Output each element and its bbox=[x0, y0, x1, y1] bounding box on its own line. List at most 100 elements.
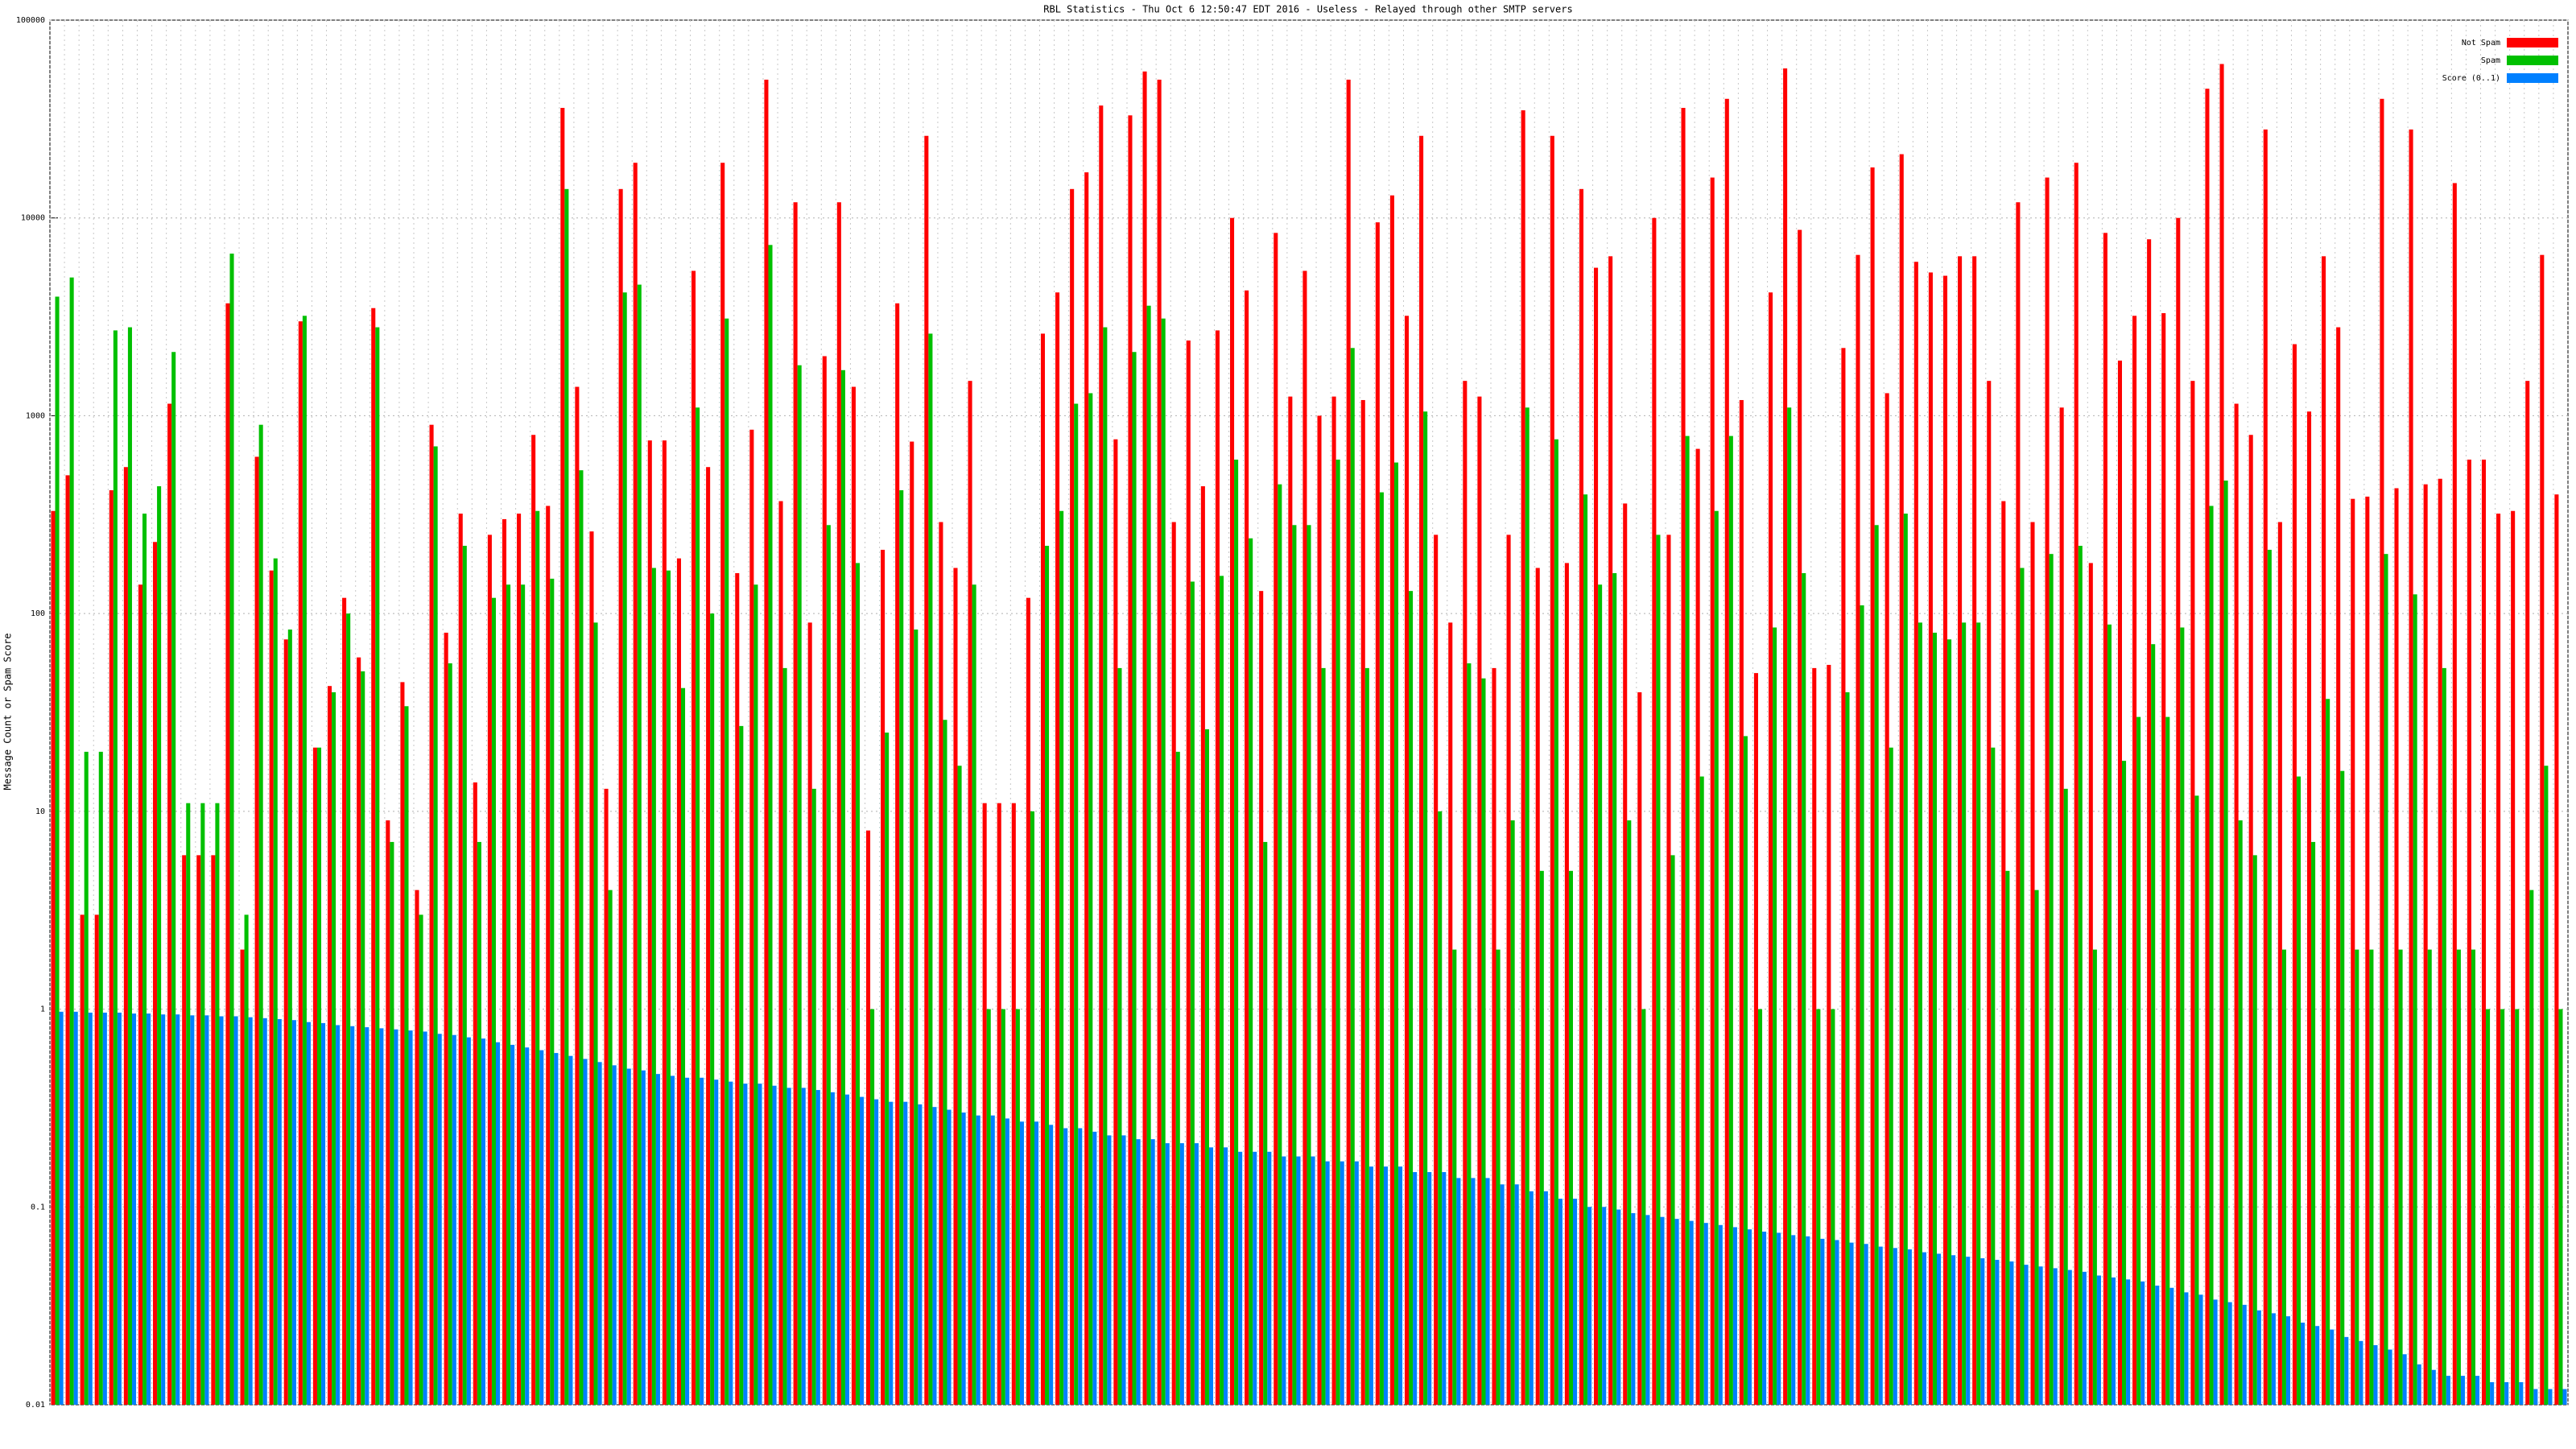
bar bbox=[298, 321, 303, 1405]
bar bbox=[254, 456, 259, 1405]
bar bbox=[1932, 632, 1938, 1405]
bar bbox=[1710, 177, 1715, 1406]
bar bbox=[2544, 766, 2549, 1405]
bar bbox=[2005, 870, 2010, 1405]
bar bbox=[462, 546, 467, 1406]
bar bbox=[2016, 202, 2021, 1406]
bar bbox=[408, 1030, 413, 1405]
bar bbox=[2169, 1287, 2174, 1405]
bar bbox=[1681, 108, 1686, 1405]
bar bbox=[1641, 1009, 1646, 1405]
bar bbox=[2184, 1292, 2189, 1405]
bar bbox=[2140, 1281, 2145, 1405]
bar bbox=[1234, 459, 1239, 1406]
bar bbox=[579, 470, 584, 1405]
bar bbox=[429, 424, 434, 1405]
bar bbox=[2180, 627, 2185, 1405]
bar bbox=[1714, 510, 1719, 1405]
bar bbox=[1529, 1191, 1534, 1405]
bar bbox=[1695, 448, 1700, 1405]
bar bbox=[240, 949, 245, 1405]
bar bbox=[597, 1062, 602, 1405]
bar bbox=[175, 1014, 180, 1405]
bar bbox=[1616, 1209, 1621, 1405]
bar bbox=[1325, 1161, 1330, 1405]
bar bbox=[2263, 129, 2268, 1405]
bar bbox=[2533, 1389, 2538, 1405]
bar bbox=[2296, 776, 2301, 1405]
bar bbox=[531, 435, 536, 1405]
bar bbox=[2053, 1268, 2058, 1405]
bar bbox=[1194, 1143, 1199, 1405]
bar bbox=[2194, 795, 2199, 1405]
bar bbox=[262, 1018, 267, 1405]
bar bbox=[1724, 98, 1729, 1406]
bar bbox=[815, 1090, 820, 1405]
bar bbox=[608, 890, 613, 1405]
bar bbox=[539, 1050, 544, 1405]
bar bbox=[2373, 1345, 2378, 1405]
bar bbox=[2234, 403, 2239, 1405]
bar bbox=[1768, 292, 1773, 1405]
bar bbox=[1666, 535, 1671, 1406]
bar bbox=[1913, 262, 1918, 1405]
bar bbox=[1572, 1199, 1578, 1405]
bar bbox=[1477, 396, 1482, 1405]
bar bbox=[1485, 1178, 1490, 1405]
bar bbox=[1230, 217, 1235, 1405]
bar bbox=[1496, 949, 1501, 1405]
bar bbox=[865, 830, 871, 1405]
bar bbox=[269, 570, 274, 1406]
bar bbox=[1001, 1009, 1005, 1405]
bar bbox=[1703, 1223, 1708, 1405]
bar bbox=[219, 1016, 224, 1405]
bar bbox=[604, 788, 609, 1405]
bar bbox=[2330, 1329, 2334, 1405]
bar bbox=[1019, 1121, 1024, 1405]
bar bbox=[797, 365, 802, 1405]
bar bbox=[680, 687, 686, 1405]
bar bbox=[306, 1022, 312, 1405]
bar bbox=[1070, 188, 1075, 1405]
bar bbox=[357, 657, 361, 1405]
bar bbox=[1827, 664, 1831, 1405]
bar bbox=[1452, 949, 1457, 1405]
bar bbox=[2024, 1265, 2029, 1405]
bar bbox=[1481, 678, 1486, 1405]
bar bbox=[1350, 348, 1355, 1406]
bar bbox=[1972, 256, 1977, 1405]
bar bbox=[758, 1084, 762, 1405]
bar bbox=[1918, 622, 1922, 1405]
bar bbox=[1627, 820, 1632, 1405]
bar bbox=[1179, 1143, 1184, 1405]
bar bbox=[1389, 195, 1394, 1405]
bar bbox=[986, 1009, 991, 1405]
bar bbox=[743, 1084, 748, 1405]
bar bbox=[874, 1099, 879, 1405]
bar bbox=[2301, 1323, 2306, 1405]
bar bbox=[2452, 183, 2457, 1405]
bar bbox=[2554, 494, 2559, 1405]
bar bbox=[2103, 233, 2107, 1405]
bar bbox=[2369, 949, 2374, 1405]
bar bbox=[1885, 393, 1889, 1406]
bar bbox=[1335, 459, 1340, 1406]
bar bbox=[375, 327, 380, 1406]
bar bbox=[273, 558, 278, 1405]
bar bbox=[332, 691, 336, 1405]
bar bbox=[1787, 407, 1792, 1405]
bar bbox=[1791, 1235, 1796, 1405]
bar bbox=[521, 584, 526, 1405]
bar bbox=[2136, 716, 2141, 1405]
bar bbox=[117, 1012, 122, 1405]
bar bbox=[1608, 256, 1613, 1405]
bar bbox=[204, 1015, 209, 1405]
bar bbox=[2496, 514, 2501, 1405]
bar bbox=[481, 1038, 485, 1405]
bar bbox=[924, 135, 929, 1406]
bar bbox=[2306, 411, 2312, 1405]
bar bbox=[997, 803, 1001, 1405]
bar bbox=[1514, 1184, 1519, 1405]
bar bbox=[2096, 1275, 2101, 1405]
bar bbox=[200, 803, 205, 1405]
